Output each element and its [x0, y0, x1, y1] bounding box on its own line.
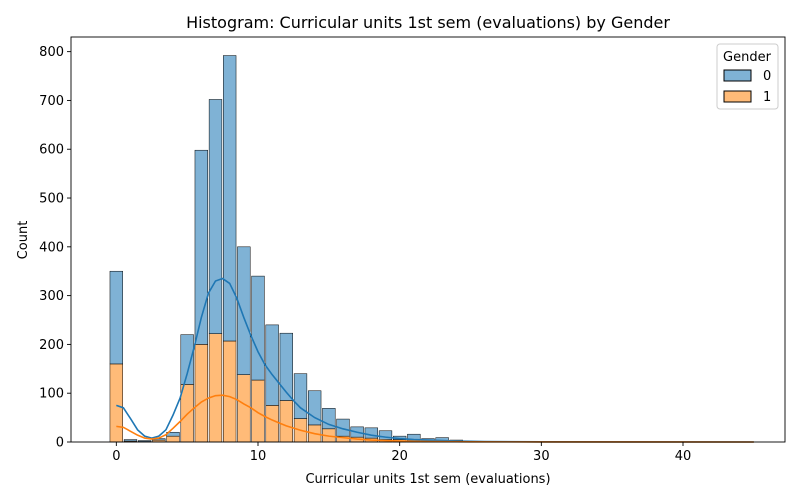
bar-gender-0-bin-0 — [109, 270, 123, 365]
legend-swatch-0 — [723, 69, 752, 82]
y-tick-label-200: 200 — [39, 338, 64, 353]
kde-line-gender-0 — [116, 277, 754, 443]
axes-frame — [70, 36, 786, 443]
bar-gender-0-bin-14 — [308, 390, 322, 426]
bar-gender-1-bin-8 — [223, 340, 237, 443]
x-axis-ticks: 0 10 20 30 40 — [112, 442, 691, 464]
bar-gender-1-bin-9 — [237, 374, 251, 443]
y-tick-label-0: 0 — [56, 436, 64, 451]
x-tick-label-30: 30 — [533, 449, 550, 464]
bar-gender-1-bin-4 — [166, 435, 180, 443]
y-tick-label-400: 400 — [39, 240, 64, 255]
y-tick-label-500: 500 — [39, 192, 64, 207]
kde-line-gender-1 — [116, 394, 754, 443]
x-tick-label-20: 20 — [391, 449, 408, 464]
bar-gender-0-bin-9 — [237, 246, 251, 375]
legend-label-1: 1 — [763, 90, 771, 105]
legend: Gender 0 1 — [716, 43, 779, 110]
bar-gender-0-bin-11 — [265, 324, 279, 406]
y-tick-label-800: 800 — [39, 45, 64, 60]
x-axis-label: Curricular units 1st sem (evaluations) — [305, 472, 550, 487]
bar-gender-0-bin-2 — [138, 440, 152, 442]
bar-gender-0-bin-8 — [223, 55, 237, 342]
y-tick-label-300: 300 — [39, 289, 64, 304]
y-tick-label-700: 700 — [39, 94, 64, 109]
y-axis-label: Count — [16, 221, 31, 260]
bar-gender-1-bin-6 — [194, 344, 208, 443]
legend-title: Gender — [723, 50, 772, 65]
bar-gender-0-bin-5 — [180, 334, 194, 385]
bar-gender-0-bin-10 — [251, 275, 265, 381]
y-tick-label-100: 100 — [39, 387, 64, 402]
bar-gender-0-bin-1 — [123, 439, 138, 442]
kde-lines — [116, 277, 754, 443]
y-axis-ticks: 0 100 200 300 400 500 600 700 800 — [39, 45, 71, 451]
x-tick-label-10: 10 — [250, 449, 267, 464]
x-tick-label-0: 0 — [112, 449, 120, 464]
bar-gender-0-bin-19 — [378, 430, 393, 440]
legend-swatch-1 — [723, 90, 752, 103]
bar-gender-0-bin-6 — [194, 149, 208, 345]
bar-gender-0-bin-7 — [208, 99, 223, 334]
x-tick-label-40: 40 — [675, 449, 692, 464]
bar-gender-1-bin-0 — [109, 363, 123, 443]
chart-title: Histogram: Curricular units 1st sem (eva… — [186, 13, 670, 32]
bar-gender-0-bin-13 — [293, 373, 308, 419]
y-tick-label-600: 600 — [39, 143, 64, 158]
legend-label-0: 0 — [763, 69, 771, 84]
bar-gender-1-bin-12 — [279, 400, 293, 443]
bar-gender-0-bin-18 — [364, 427, 378, 439]
bar-gender-0-bin-12 — [279, 332, 293, 401]
bar-gender-1-bin-10 — [251, 379, 265, 443]
bar-gender-1-bin-11 — [265, 405, 279, 443]
bar-gender-1-bin-7 — [208, 333, 223, 443]
